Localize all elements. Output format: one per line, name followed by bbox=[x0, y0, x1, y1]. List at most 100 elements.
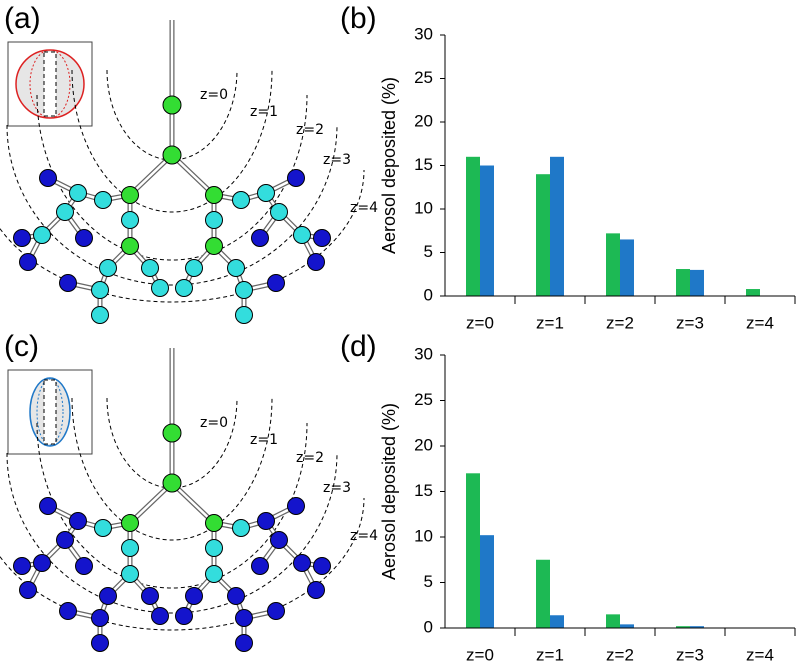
x-tick-label: z=3 bbox=[676, 313, 704, 332]
airway-node bbox=[33, 226, 51, 244]
y-axis-label: Aerosol deposited (%) bbox=[379, 77, 399, 254]
airway-node bbox=[287, 497, 305, 515]
generation-label: z=3 bbox=[323, 152, 351, 168]
airway-node bbox=[121, 237, 139, 255]
generation-label: z=0 bbox=[200, 87, 228, 103]
x-tick-label: z=0 bbox=[466, 313, 494, 332]
airway-node bbox=[227, 587, 245, 605]
y-tick-label: 10 bbox=[414, 198, 433, 217]
airway-node bbox=[91, 306, 109, 324]
airway-tube bbox=[129, 154, 173, 196]
airway-tube bbox=[129, 482, 173, 524]
airway-node bbox=[313, 229, 331, 247]
airway-node bbox=[185, 587, 203, 605]
airway-diagram: z=0 z=1 z=2 z=3 z=4 bbox=[0, 348, 378, 652]
panel-label: (c) bbox=[4, 330, 39, 363]
bar bbox=[606, 233, 620, 296]
airway-node bbox=[235, 306, 253, 324]
airway-node bbox=[185, 259, 203, 277]
airway-node bbox=[205, 565, 223, 583]
airway-tube bbox=[171, 154, 215, 196]
panel-label: (a) bbox=[4, 2, 41, 35]
airway-node bbox=[151, 279, 169, 297]
airway-node bbox=[307, 581, 325, 599]
panel-label: (b) bbox=[340, 2, 377, 35]
y-tick-label: 0 bbox=[424, 617, 433, 636]
airway-node bbox=[121, 565, 139, 583]
x-tick-label: z=3 bbox=[676, 645, 704, 664]
airway-node bbox=[56, 203, 74, 221]
bar bbox=[676, 269, 690, 296]
y-tick-label: 15 bbox=[414, 481, 433, 500]
bar bbox=[466, 473, 480, 628]
airway-node bbox=[151, 607, 169, 625]
inset-shape bbox=[43, 379, 57, 445]
airway-node bbox=[175, 607, 193, 625]
inset-shape bbox=[43, 51, 57, 117]
inset-shape bbox=[29, 49, 71, 119]
generation-label: z=4 bbox=[350, 200, 378, 216]
bar bbox=[746, 289, 760, 296]
bar bbox=[620, 239, 634, 296]
x-tick-label: z=0 bbox=[466, 645, 494, 664]
airway-node bbox=[13, 229, 31, 247]
inset-a bbox=[7, 41, 93, 127]
airway-node bbox=[232, 519, 250, 537]
airway-node bbox=[99, 259, 117, 277]
airway-node bbox=[205, 539, 223, 557]
generation-label: z=0 bbox=[200, 415, 228, 431]
airway-node bbox=[121, 514, 139, 532]
generation-arc bbox=[71, 397, 273, 541]
y-tick-label: 30 bbox=[414, 344, 433, 363]
airway-node bbox=[162, 473, 182, 493]
x-tick-label: z=2 bbox=[606, 313, 634, 332]
airway-node bbox=[162, 423, 182, 443]
y-tick-label: 5 bbox=[424, 572, 433, 591]
bar bbox=[550, 615, 564, 628]
y-tick-label: 30 bbox=[414, 24, 433, 43]
y-tick-label: 5 bbox=[424, 242, 433, 261]
airway-node bbox=[94, 519, 112, 537]
airway-node bbox=[267, 274, 285, 292]
x-tick-label: z=4 bbox=[746, 313, 774, 332]
y-tick-label: 15 bbox=[414, 155, 433, 174]
airway-node bbox=[33, 554, 51, 572]
airway-node bbox=[121, 186, 139, 204]
generation-label: z=1 bbox=[250, 432, 278, 448]
airway-node bbox=[69, 512, 87, 530]
x-tick-label: z=2 bbox=[606, 645, 634, 664]
airway-node bbox=[175, 279, 193, 297]
y-tick-label: 20 bbox=[414, 111, 433, 130]
airway-diagram: z=0 z=1 z=2 z=3 z=4 bbox=[0, 20, 378, 324]
generation-label: z=2 bbox=[296, 450, 324, 466]
y-tick-label: 10 bbox=[414, 526, 433, 545]
airway-node bbox=[99, 587, 117, 605]
bar bbox=[606, 614, 620, 628]
generation-label: z=4 bbox=[350, 528, 378, 544]
airway-node bbox=[94, 191, 112, 209]
airway-node bbox=[205, 211, 223, 229]
panel-label: (d) bbox=[340, 330, 377, 363]
airway-node bbox=[270, 531, 288, 549]
airway-node bbox=[232, 191, 250, 209]
generation-label: z=1 bbox=[250, 104, 278, 120]
generation-arc bbox=[6, 452, 338, 614]
generation-arc bbox=[0, 169, 365, 303]
bar bbox=[620, 624, 634, 628]
bar bbox=[690, 269, 704, 296]
airway-node bbox=[91, 281, 109, 299]
bar bbox=[536, 559, 550, 628]
airway-node bbox=[39, 497, 57, 515]
bar bbox=[480, 165, 494, 296]
airway-node bbox=[270, 203, 288, 221]
airway-node bbox=[293, 226, 311, 244]
airway-node bbox=[257, 512, 275, 530]
x-tick-label: z=1 bbox=[536, 645, 564, 664]
airway-node bbox=[75, 557, 93, 575]
inset-c bbox=[7, 369, 93, 455]
generation-label: z=2 bbox=[296, 122, 324, 138]
airway-node bbox=[307, 253, 325, 271]
airway-node bbox=[59, 274, 77, 292]
airway-node bbox=[205, 237, 223, 255]
